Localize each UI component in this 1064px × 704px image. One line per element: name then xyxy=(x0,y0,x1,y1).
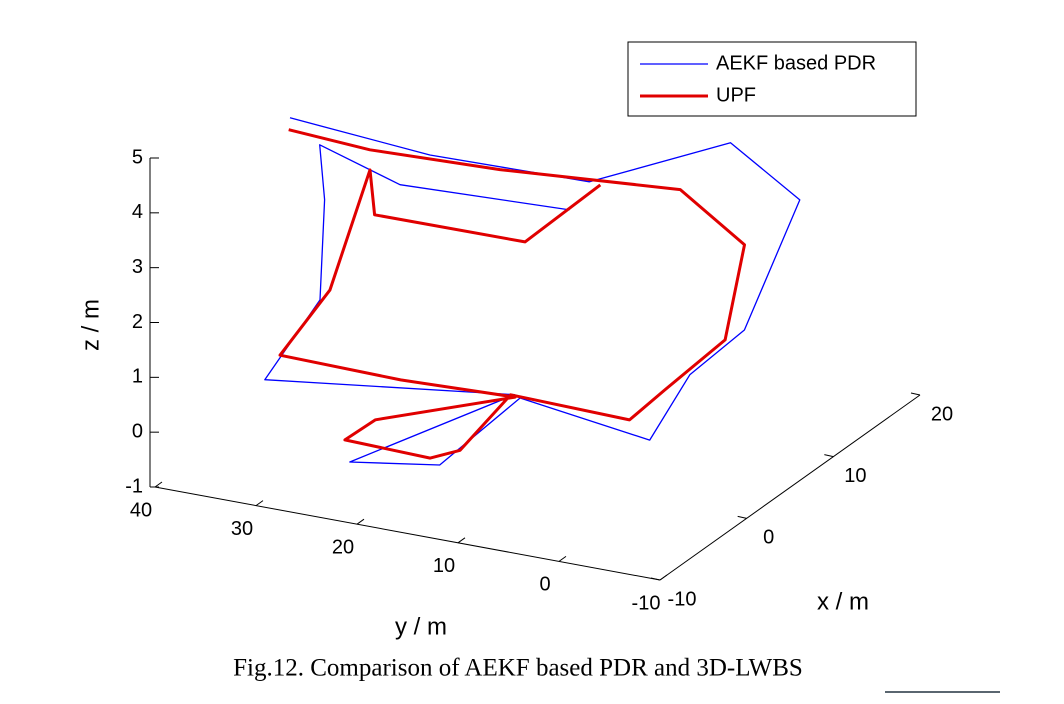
y-axis xyxy=(154,486,661,581)
z-tick-label: -1 xyxy=(125,475,143,497)
z-axis-label: z / m xyxy=(77,299,104,351)
x-tick-label: 10 xyxy=(844,465,866,487)
caption: Fig.12. Comparison of AEKF based PDR and… xyxy=(233,655,803,682)
x-tick-label: -10 xyxy=(668,588,697,610)
y-tick-label: 40 xyxy=(130,499,152,521)
y-tick xyxy=(558,555,567,562)
z-tick-label: 1 xyxy=(132,366,143,388)
z-tick-label: 3 xyxy=(132,256,143,278)
x-tick xyxy=(824,454,834,458)
z-tick-label: 2 xyxy=(132,311,143,333)
y-tick xyxy=(154,481,163,488)
y-tick-label: 10 xyxy=(433,555,455,577)
z-tick-label: 0 xyxy=(132,420,143,442)
legend-label: AEKF based PDR xyxy=(716,52,876,74)
x-tick xyxy=(650,577,661,581)
z-tick-label: 5 xyxy=(132,146,143,168)
x-axis-label: x / m xyxy=(817,588,869,615)
y-tick xyxy=(255,500,264,507)
x-tick xyxy=(910,392,921,396)
y-tick-label: 20 xyxy=(332,536,354,558)
y-tick-label: 30 xyxy=(231,518,253,540)
x-tick xyxy=(737,515,747,519)
y-tick xyxy=(457,537,466,544)
legend-box xyxy=(627,41,917,117)
x-axis xyxy=(659,394,921,581)
y-tick-label: 0 xyxy=(539,574,550,596)
x-tick-label: 20 xyxy=(931,403,953,425)
series-line xyxy=(278,128,746,460)
y-tick xyxy=(356,518,365,525)
series-line xyxy=(264,117,801,466)
z-tick-label: 4 xyxy=(132,201,143,223)
y-axis-label: y / m xyxy=(395,613,447,640)
y-tick xyxy=(659,574,668,581)
y-tick-label: -10 xyxy=(632,592,661,614)
x-tick-label: 0 xyxy=(763,527,774,549)
legend-label: UPF xyxy=(716,84,756,106)
